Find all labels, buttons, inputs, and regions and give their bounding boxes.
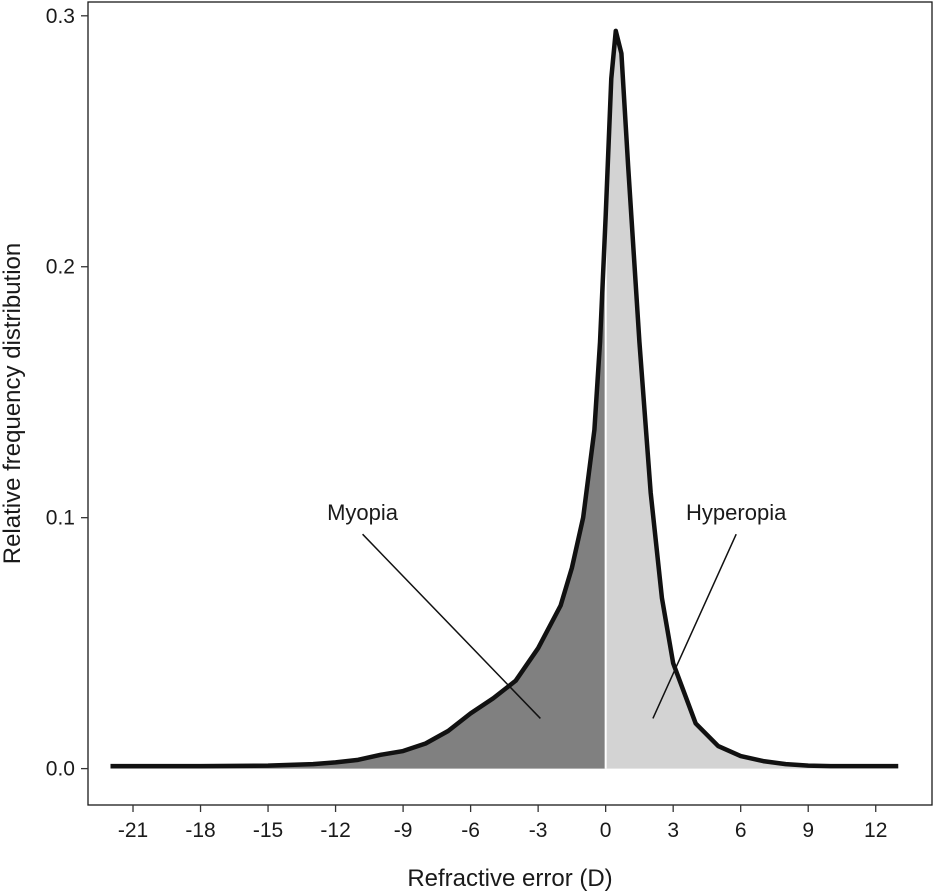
x-tick-label: -9 [394, 819, 413, 842]
hyperopia-area [605, 30, 899, 769]
annotation-leader-line [362, 533, 541, 719]
x-tick-label: -18 [185, 819, 215, 842]
x-tick-label: 0 [600, 819, 612, 842]
y-axis-title: Relative frequency distribution [0, 243, 26, 565]
y-tick-label: 0.3 [46, 5, 75, 28]
y-axis: 0.0 0.1 0.2 0.3 [46, 5, 88, 781]
x-tick-label: -21 [118, 819, 148, 842]
x-tick-label: 6 [735, 819, 747, 842]
x-axis: -21 -18 -15 -12 -9 -6 -3 0 3 6 9 12 [118, 805, 887, 842]
y-tick-label: 0.0 [46, 758, 75, 781]
annotation-leader-line [652, 533, 737, 719]
x-axis-title: Refractive error (D) [407, 865, 612, 892]
plot-area [110, 28, 899, 769]
panel-border [87, 1, 933, 806]
x-tick-label: 3 [667, 819, 679, 842]
x-tick-label: 9 [802, 819, 814, 842]
y-tick-label: 0.1 [46, 507, 75, 530]
annotation-label: Hyperopia [686, 500, 787, 525]
x-tick-label: -12 [320, 819, 350, 842]
y-tick-label: 0.2 [46, 256, 75, 279]
annotation-label: Myopia [327, 500, 399, 525]
x-tick-label: 12 [864, 819, 887, 842]
x-tick-label: -6 [461, 819, 480, 842]
density-curve-line [110, 28, 899, 769]
x-tick-label: -15 [253, 819, 283, 842]
x-tick-label: -3 [529, 819, 548, 842]
annotations: Myopia Hyperopia [327, 500, 787, 719]
myopia-area [110, 216, 606, 769]
